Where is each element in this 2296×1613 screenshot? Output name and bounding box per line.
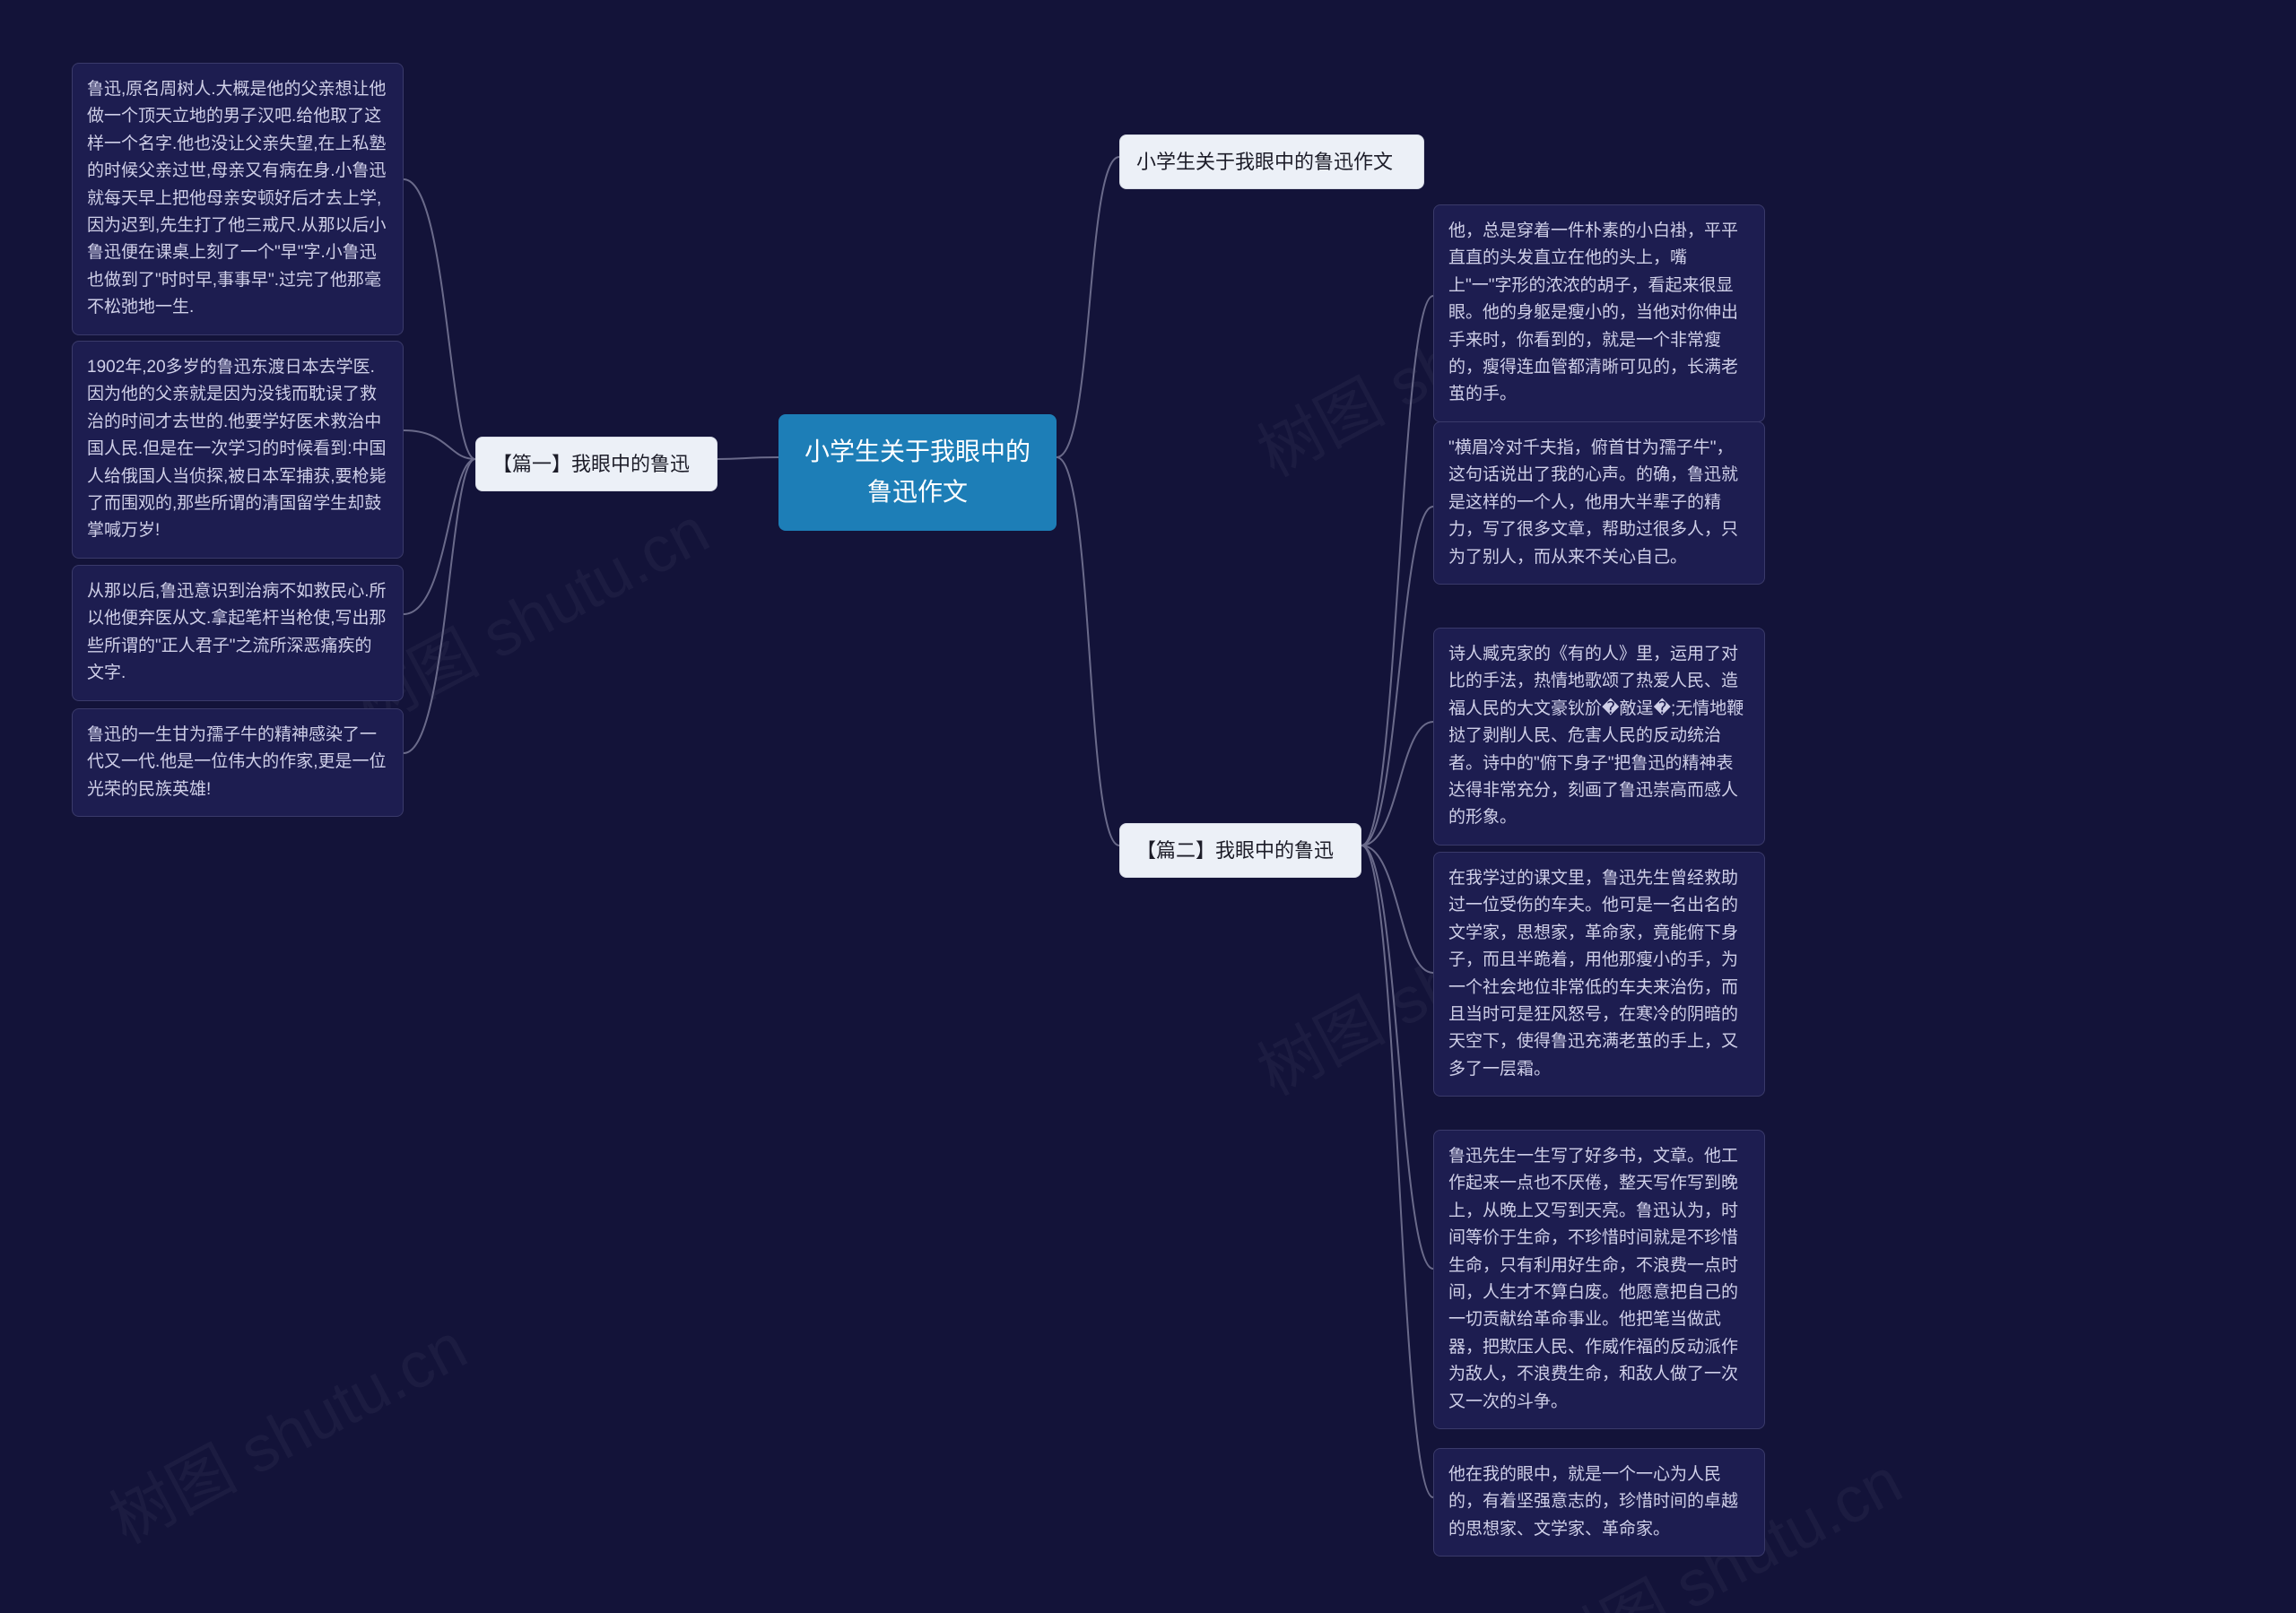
leaf-essay1-p4[interactable]: 鲁迅的一生甘为孺子牛的精神感染了一代又一代.他是一位伟大的作家,更是一位光荣的民… xyxy=(72,708,404,817)
leaf-essay2-p6[interactable]: 他在我的眼中，就是一个一心为人民的，有着坚强意志的，珍惜时间的卓越的思想家、文学… xyxy=(1433,1448,1765,1557)
watermark: 树图 shutu.cn xyxy=(91,1295,480,1561)
leaf-essay2-p1[interactable]: 他，总是穿着一件朴素的小白褂，平平直直的头发直立在他的头上，嘴上"一"字形的浓浓… xyxy=(1433,204,1765,422)
branch-label: 【篇一】我眼中的鲁迅 xyxy=(492,453,690,475)
leaf-essay2-p3[interactable]: 诗人臧克家的《有的人》里，运用了对比的手法，热情地歌颂了热爱人民、造福人民的大文… xyxy=(1433,628,1765,846)
leaf-text: 他，总是穿着一件朴素的小白褂，平平直直的头发直立在他的头上，嘴上"一"字形的浓浓… xyxy=(1448,221,1738,403)
leaf-essay1-p3[interactable]: 从那以后,鲁迅意识到治病不如救民心.所以他便弃医从文.拿起笔杆当枪使,写出那些所… xyxy=(72,565,404,701)
leaf-text: 在我学过的课文里，鲁迅先生曾经救助过一位受伤的车夫。他可是一名出名的文学家，思想… xyxy=(1448,869,1738,1079)
leaf-essay2-p4[interactable]: 在我学过的课文里，鲁迅先生曾经救助过一位受伤的车夫。他可是一名出名的文学家，思想… xyxy=(1433,852,1765,1097)
leaf-text: 鲁迅先生一生写了好多书，文章。他工作起来一点也不厌倦，整天写作写到晚上，从晚上又… xyxy=(1448,1147,1738,1411)
leaf-text: 鲁迅的一生甘为孺子牛的精神感染了一代又一代.他是一位伟大的作家,更是一位光荣的民… xyxy=(87,725,387,799)
branch-essay-2[interactable]: 【篇二】我眼中的鲁迅 xyxy=(1119,823,1361,878)
branch-essay-1[interactable]: 【篇一】我眼中的鲁迅 xyxy=(475,437,718,491)
leaf-text: 鲁迅,原名周树人.大概是他的父亲想让他做一个顶天立地的男子汉吧.给他取了这样一个… xyxy=(87,80,387,317)
root-node[interactable]: 小学生关于我眼中的鲁迅作文 xyxy=(778,414,1057,531)
leaf-text: 1902年,20多岁的鲁迅东渡日本去学医.因为他的父亲就是因为没钱而耽误了救治的… xyxy=(87,358,387,540)
leaf-text: 他在我的眼中，就是一个一心为人民的，有着坚强意志的，珍惜时间的卓越的思想家、文学… xyxy=(1448,1465,1738,1539)
leaf-text: "横眉冷对千夫指，俯首甘为孺子牛"，这句话说出了我的心声。的确，鲁迅就是这样的一… xyxy=(1448,438,1738,567)
leaf-essay2-p5[interactable]: 鲁迅先生一生写了好多书，文章。他工作起来一点也不厌倦，整天写作写到晚上，从晚上又… xyxy=(1433,1130,1765,1429)
leaf-essay1-p2[interactable]: 1902年,20多岁的鲁迅东渡日本去学医.因为他的父亲就是因为没钱而耽误了救治的… xyxy=(72,341,404,559)
leaf-essay2-p2[interactable]: "横眉冷对千夫指，俯首甘为孺子牛"，这句话说出了我的心声。的确，鲁迅就是这样的一… xyxy=(1433,421,1765,585)
branch-label: 【篇二】我眼中的鲁迅 xyxy=(1136,839,1334,862)
root-text: 小学生关于我眼中的鲁迅作文 xyxy=(804,438,1031,506)
leaf-text: 从那以后,鲁迅意识到治病不如救民心.所以他便弃医从文.拿起笔杆当枪使,写出那些所… xyxy=(87,582,387,682)
leaf-text: 诗人臧克家的《有的人》里，运用了对比的手法，热情地歌颂了热爱人民、造福人民的大文… xyxy=(1448,645,1744,827)
branch-title-top[interactable]: 小学生关于我眼中的鲁迅作文 xyxy=(1119,134,1424,189)
branch-label: 小学生关于我眼中的鲁迅作文 xyxy=(1136,151,1393,173)
leaf-essay1-p1[interactable]: 鲁迅,原名周树人.大概是他的父亲想让他做一个顶天立地的男子汉吧.给他取了这样一个… xyxy=(72,63,404,335)
